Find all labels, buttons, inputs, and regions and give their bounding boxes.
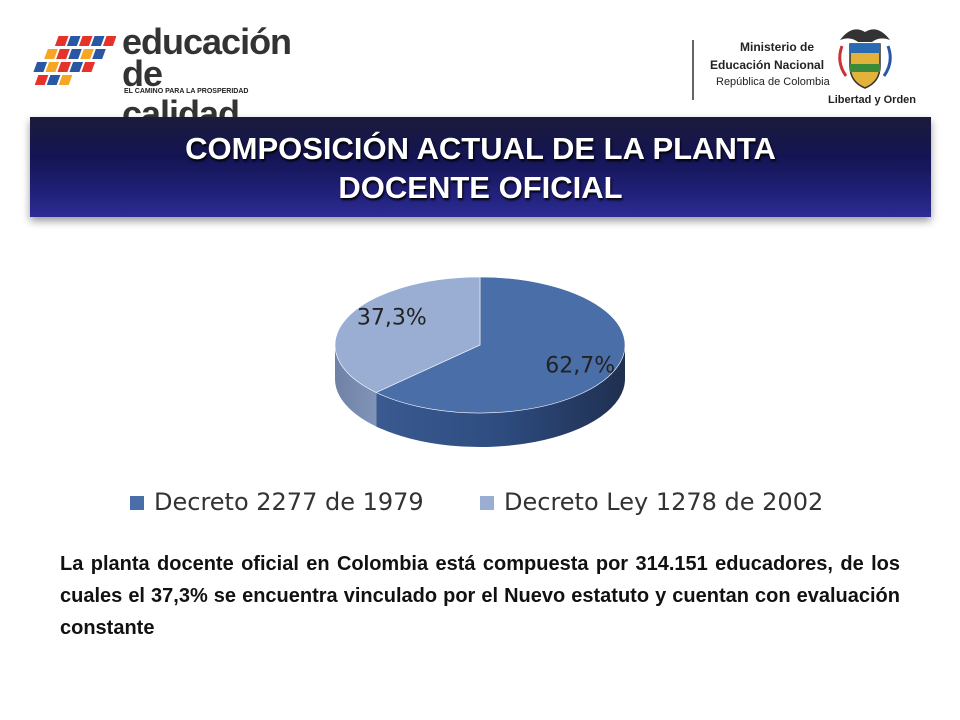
- chart-legend: Decreto 2277 de 1979 Decreto Ley 1278 de …: [0, 486, 960, 520]
- legend-label-2: Decreto Ley 1278 de 2002: [504, 488, 824, 516]
- crest-motto: Libertad y Orden: [828, 94, 917, 106]
- coat-of-arms-icon: [838, 29, 892, 89]
- page-title-line-1: COMPOSICIÓN ACTUAL DE LA PLANTA: [185, 131, 776, 166]
- title-banner: COMPOSICIÓN ACTUAL DE LA PLANTA DOCENTE …: [30, 117, 931, 217]
- legend-swatch-2: [480, 496, 494, 510]
- pie-data-label-1: 62,7%: [545, 354, 615, 379]
- pie-slice-side-1: [376, 345, 625, 447]
- logo-tagline: EL CAMINO PARA LA PROSPERIDAD: [124, 88, 249, 95]
- logo-text-educacion: educación: [122, 21, 292, 62]
- legend-swatch-1: [130, 496, 144, 510]
- ministry-logo: Ministerio de Educación Nacional Repúbli…: [692, 22, 942, 112]
- pie-chart: 62,7% 37,3%: [334, 276, 626, 447]
- pie-data-label-2: 37,3%: [357, 305, 427, 330]
- legend-label-1: Decreto 2277 de 1979: [154, 488, 424, 516]
- pie-slice-1: [375, 276, 626, 414]
- caption-text: La planta docente oficial en Colombia es…: [60, 553, 900, 639]
- page-title-line-2: DOCENTE OFICIAL: [338, 170, 623, 205]
- pie-slice-side-2: [335, 345, 377, 427]
- ministry-line-2: Educación Nacional: [710, 58, 825, 72]
- ministry-divider: [692, 40, 694, 100]
- colored-blocks-icon: [33, 36, 116, 85]
- educacion-de-calidad-logo: educación de calidad EL CAMINO PARA LA P…: [30, 22, 292, 134]
- ministry-line-1: Ministerio de: [740, 40, 815, 54]
- pie-slice-2: [334, 276, 481, 393]
- ministry-line-3: República de Colombia: [716, 76, 830, 88]
